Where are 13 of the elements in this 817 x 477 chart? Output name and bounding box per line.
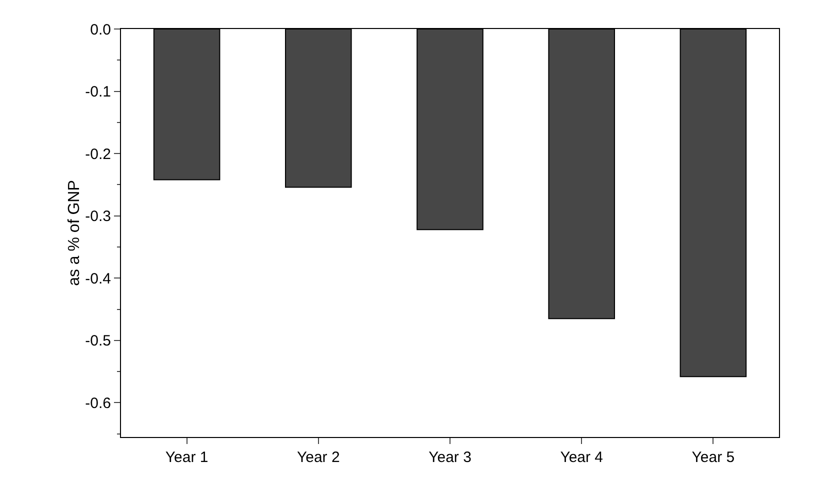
y-tick-label: 0.0: [90, 21, 111, 38]
x-tick-label: Year 5: [692, 449, 735, 466]
y-tick-label: -0.4: [85, 270, 111, 288]
y-tick-label: -0.1: [85, 84, 111, 101]
y-tick-label: -0.6: [85, 394, 111, 412]
x-tick-label: Year 3: [428, 449, 472, 466]
y-tick-label: -0.2: [85, 146, 111, 163]
y-tick-label: -0.5: [85, 332, 111, 350]
x-tick-label: Year 1: [165, 449, 208, 466]
y-axis-title: as a % of GNP: [66, 180, 83, 286]
x-tick-label: Year 2: [296, 449, 340, 466]
x-tick-label: Year 4: [560, 449, 604, 466]
y-tick-label: -0.3: [85, 208, 111, 226]
